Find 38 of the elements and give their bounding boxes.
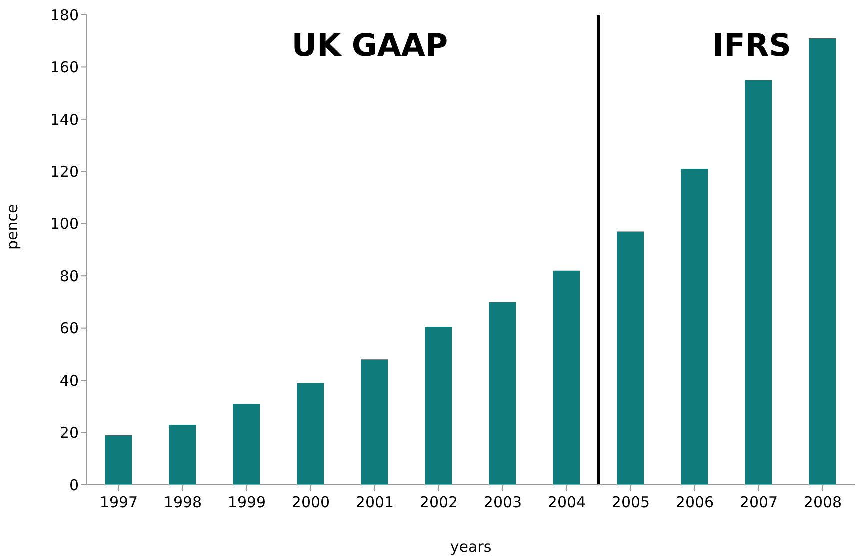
bar	[233, 404, 260, 485]
bar	[809, 38, 836, 485]
y-tick-label: 120	[50, 162, 79, 181]
annotation: UK GAAP	[292, 28, 448, 64]
bar	[361, 360, 388, 485]
x-tick-label: 2005	[612, 494, 650, 512]
y-tick-label: 0	[69, 476, 79, 494]
y-tick-label: 60	[60, 320, 79, 338]
bar	[553, 270, 580, 485]
x-tick-label: 2001	[356, 494, 394, 512]
bar	[425, 327, 452, 485]
annotation: IFRS	[712, 28, 792, 64]
x-tick-label: 2000	[292, 494, 330, 512]
bar	[489, 302, 516, 485]
y-tick-label: 180	[50, 6, 79, 24]
y-axis-title: pence	[3, 204, 22, 250]
y-tick-label: 40	[60, 372, 79, 390]
y-tick-label: 140	[50, 110, 79, 129]
x-tick-label: 2006	[676, 494, 714, 512]
y-tick-label: 20	[60, 424, 79, 442]
x-tick-label: 1998	[164, 494, 202, 512]
x-tick-label: 1997	[100, 494, 138, 512]
y-tick-label: 160	[50, 58, 79, 77]
bar	[681, 169, 708, 485]
x-tick-label: 2007	[740, 494, 778, 512]
y-tick-label: 100	[50, 215, 79, 234]
bar	[169, 424, 196, 485]
x-tick-label: 2002	[420, 494, 458, 512]
y-tick-label: 80	[60, 267, 79, 286]
x-axis-title: years	[450, 538, 492, 556]
x-tick-label: 2004	[548, 494, 586, 512]
x-tick-label: 1999	[228, 494, 266, 512]
bar	[297, 383, 324, 485]
x-tick-label: 2008	[804, 494, 842, 512]
bar	[745, 80, 772, 485]
bar	[105, 435, 132, 485]
x-tick-label: 2003	[484, 494, 522, 512]
bar	[617, 232, 644, 485]
